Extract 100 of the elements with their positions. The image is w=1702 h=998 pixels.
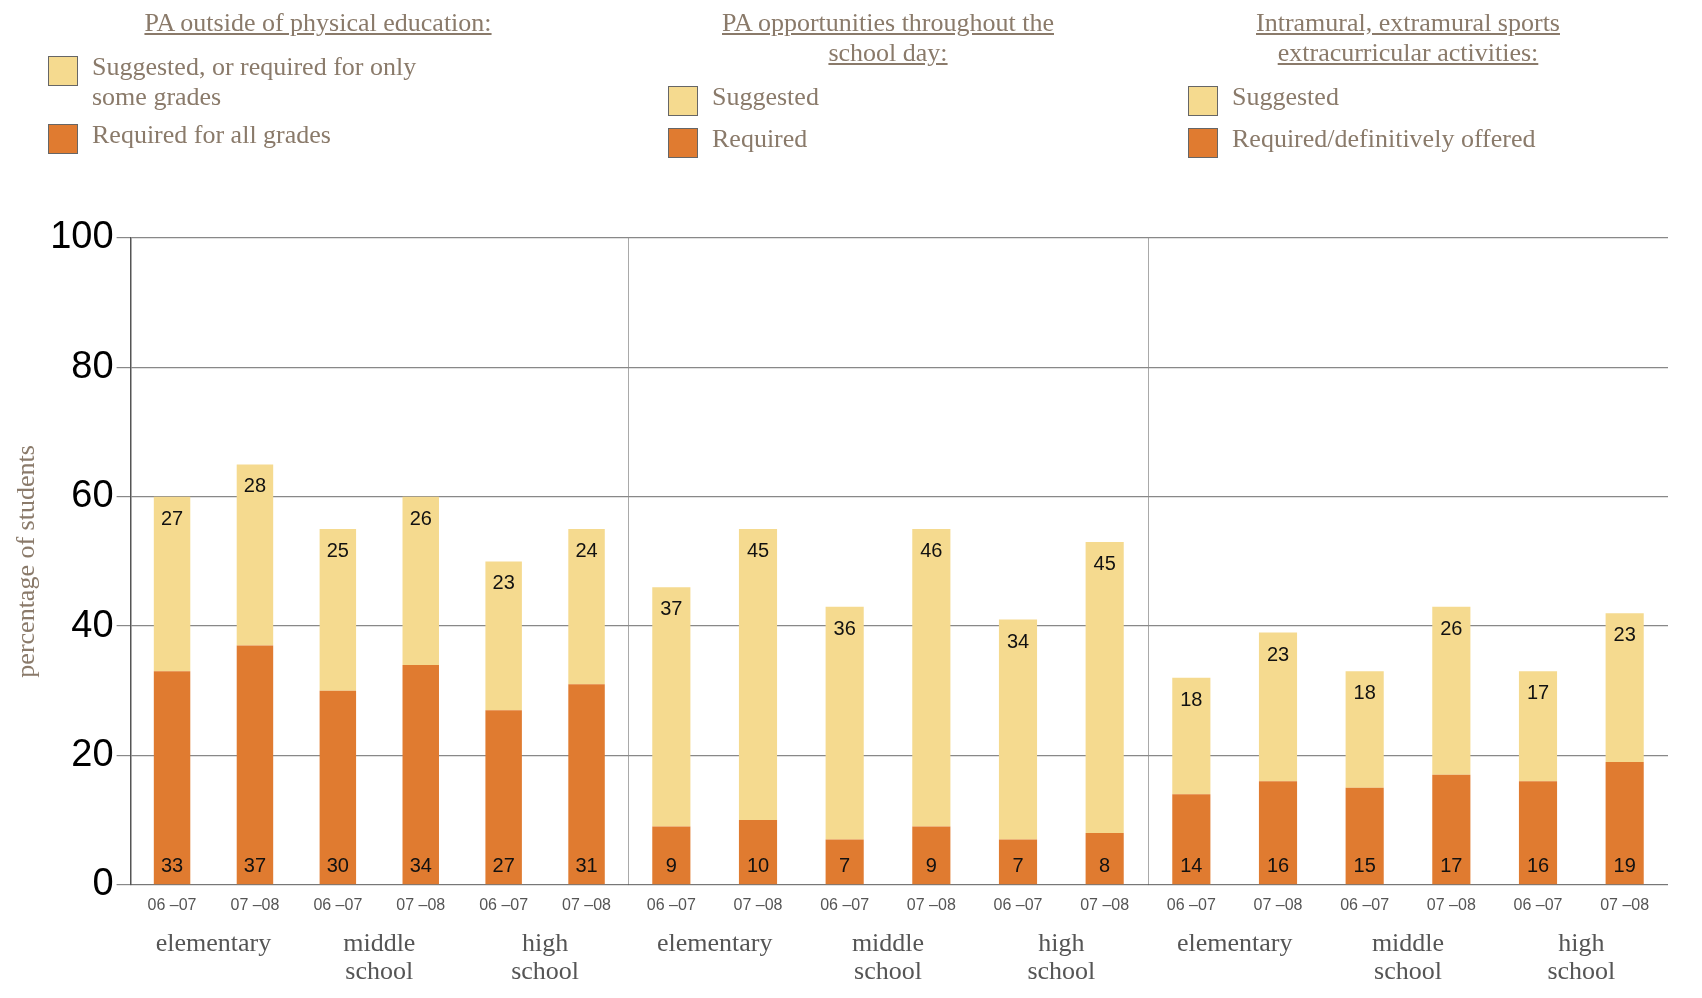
legend-label: Suggested [1232,82,1339,112]
bar [1172,677,1211,795]
bar [485,710,522,885]
data-label: 27 [160,506,184,529]
bar [825,606,864,840]
bar [912,826,951,885]
text: elementary [656,927,773,957]
y-tick-label: 40 [71,602,114,645]
data-label: 45 [746,539,770,562]
bar [738,820,778,885]
x-tick-label: 07 –08 [562,895,612,913]
legend-label: Suggested [712,82,819,112]
data-label: 7 [1012,854,1024,877]
legend-label: Required [712,124,808,154]
x-tick-label: 06 –07 [1513,895,1563,913]
x-tick-label: 06 –07 [1340,895,1390,913]
text: elementary [1176,927,1293,957]
bar [912,529,951,827]
data-label: 45 [1093,552,1116,574]
bar [568,684,605,885]
bar [402,496,439,665]
legend-title: Intramural, extramural sports extracurricular activities: [1255,8,1561,68]
data-label: 34 [1006,629,1030,652]
bar [652,587,691,827]
bar [1172,794,1211,885]
data-label: 46 [920,539,943,562]
y-tick-label: 20 [71,731,114,774]
data-label: 9 [665,854,677,877]
legend-title: PA opportunities throughout the school day: [721,8,1055,68]
bar [319,529,357,691]
bar [1518,781,1558,885]
text: elementary [155,927,272,957]
bar [402,664,439,885]
x-tick-label: 06 –07 [147,895,197,913]
data-label: 14 [1180,854,1203,877]
bar [998,619,1038,840]
legend-title: PA outside of physical education: [143,8,493,38]
y-tick-label: 60 [71,473,114,516]
y-tick-label: 80 [71,343,114,386]
x-tick-label: 07 –08 [1426,895,1476,913]
bar [1258,632,1298,782]
x-tick-label: 07 –08 [1253,895,1303,913]
x-tick-label: 06 –07 [313,895,363,913]
data-label: 17 [1440,854,1463,877]
data-label: 8 [1099,854,1111,877]
data-label: 23 [492,571,515,594]
data-label: 15 [1353,854,1376,877]
text: high school [1027,927,1096,985]
bar [1432,774,1471,885]
bar [1345,787,1384,885]
x-tick-label: 07 –08 [230,895,280,913]
y-tick-label: 100 [50,214,114,257]
x-tick-label: 06 –07 [479,895,529,913]
bar [319,690,357,885]
x-tick-label: 07 –08 [733,895,783,913]
data-label: 36 [833,616,856,639]
bar [236,464,274,646]
data-label: 19 [1613,854,1636,877]
bar [738,529,778,821]
text: high school [511,927,580,985]
data-label: 26 [409,506,432,529]
bar [1605,761,1644,885]
x-tick-label: 07 –08 [906,895,956,913]
x-tick-label: 06 –07 [1166,895,1216,913]
bar [1345,671,1384,788]
bar [652,826,691,885]
text: middle school [343,927,416,985]
data-label: 27 [492,854,515,877]
data-label: 18 [1180,687,1203,710]
bar [1518,671,1558,782]
data-label: 31 [575,854,598,877]
legend-label: Required for all grades [92,120,331,150]
y-tick-label: 0 [92,861,114,904]
x-tick-label: 06 –07 [993,895,1043,913]
data-label: 17 [1526,681,1550,704]
y-axis-title: percentage of students [11,445,41,678]
data-label: 26 [1440,616,1463,639]
data-label: 23 [1266,642,1290,665]
text: high school [1547,927,1616,985]
x-tick-label: 06 –07 [820,895,870,913]
data-label: 23 [1613,623,1636,646]
data-label: 33 [160,854,184,877]
data-label: 25 [326,539,349,562]
data-label: 18 [1353,681,1376,704]
bar [1605,613,1644,762]
data-label: 24 [575,539,598,562]
legend-label: Suggested, or required for only some grades [92,52,418,112]
data-label: 7 [839,854,851,877]
x-tick-label: 07 –08 [1600,895,1650,913]
bar [236,645,274,885]
data-label: 28 [243,474,267,497]
text: middle school [1371,927,1445,985]
bar [1432,606,1471,775]
legend-label: Required/definitively offered [1232,124,1536,154]
bar [1085,833,1124,885]
bar [485,561,522,711]
bar [153,671,191,885]
data-label: 16 [1266,854,1290,877]
x-tick-label: 07 –08 [396,895,446,913]
bar [1258,781,1298,885]
